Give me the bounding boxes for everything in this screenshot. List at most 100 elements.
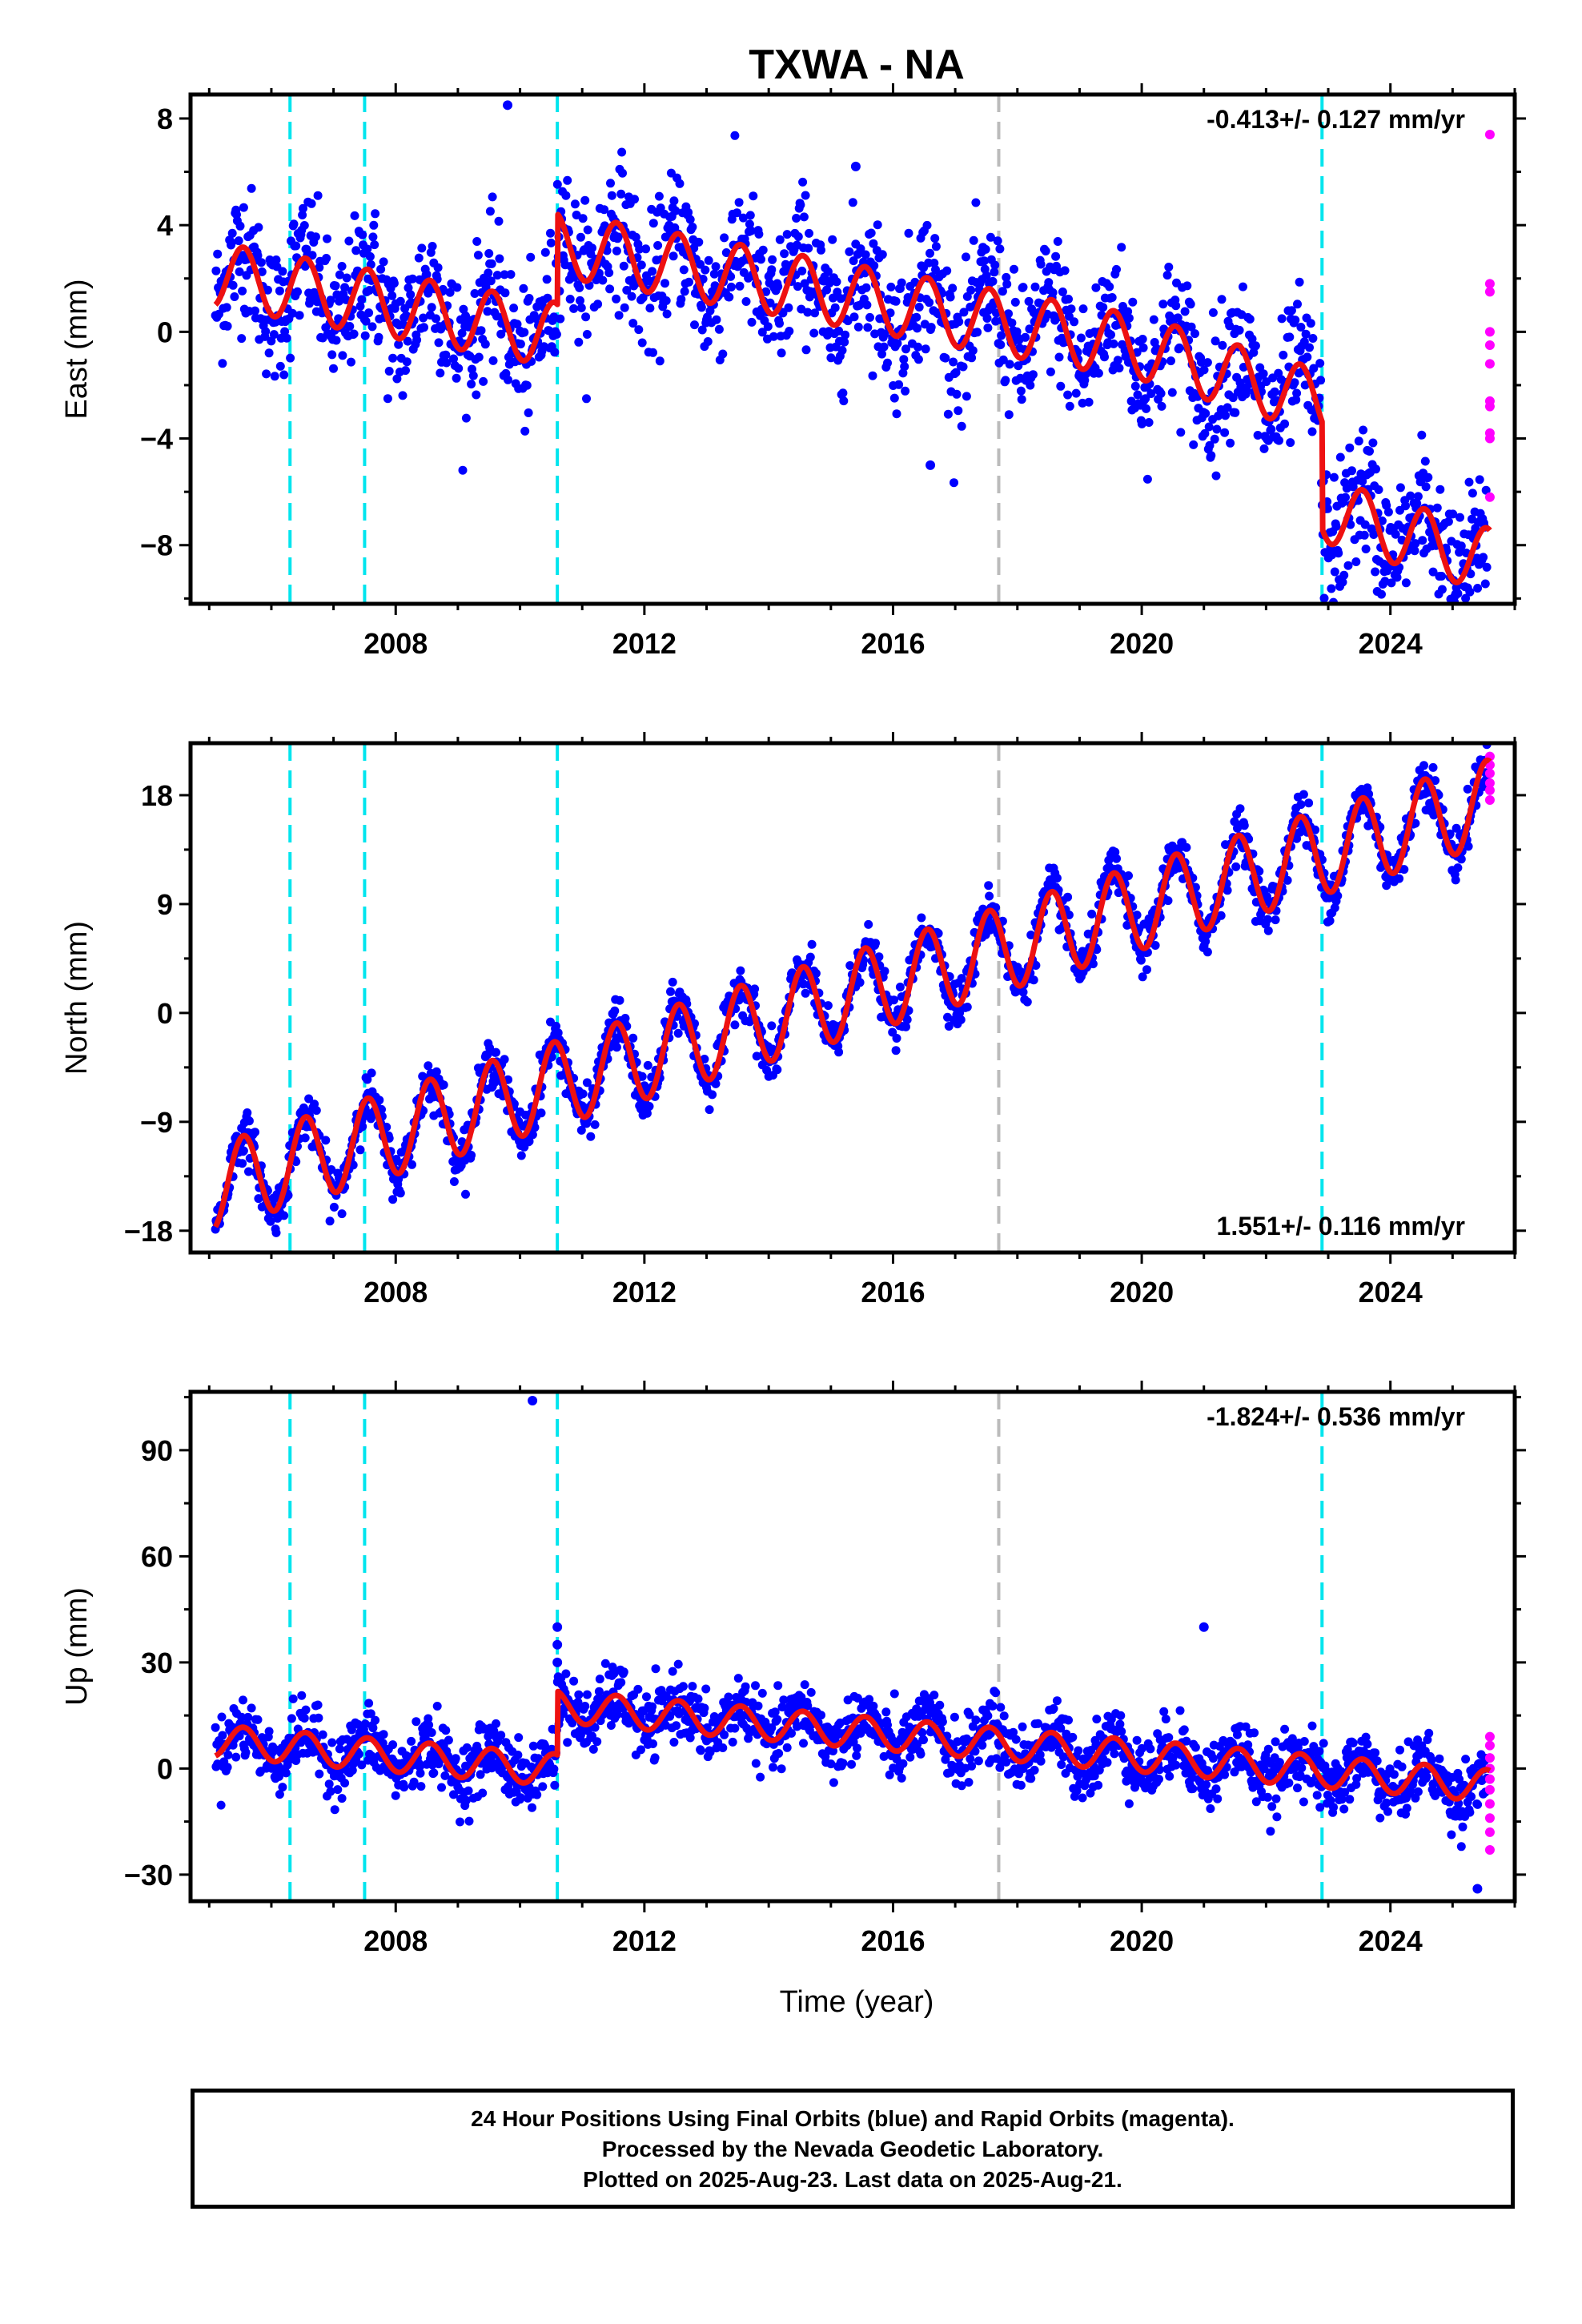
final-orbit-point — [432, 1067, 441, 1076]
final-orbit-point — [565, 295, 575, 304]
final-orbit-point — [877, 349, 886, 359]
final-orbit-point — [1423, 472, 1433, 482]
final-orbit-point — [1331, 521, 1341, 531]
final-orbit-point — [1048, 287, 1058, 297]
final-orbit-point — [998, 287, 1007, 296]
final-orbit-point — [580, 1702, 590, 1711]
final-orbit-point — [892, 409, 901, 419]
final-orbit-point — [708, 1090, 717, 1100]
y-tick-label: −4 — [140, 423, 173, 456]
final-orbit-point — [1203, 947, 1212, 957]
final-orbit-point — [247, 1703, 256, 1713]
final-orbit-point — [406, 290, 416, 300]
final-orbit-point — [412, 1717, 421, 1727]
final-orbit-point — [826, 353, 836, 363]
final-orbit-point — [1017, 395, 1026, 404]
final-orbit-point — [213, 249, 223, 259]
final-orbit-point — [1339, 570, 1349, 580]
final-orbit-point — [1453, 863, 1463, 873]
final-orbit-point — [757, 328, 767, 337]
final-orbit-point — [678, 1682, 688, 1691]
final-orbit-point — [1138, 343, 1148, 352]
final-orbit-point — [1022, 997, 1032, 1007]
final-orbit-point — [1391, 529, 1400, 539]
final-orbit-point — [614, 311, 624, 320]
final-orbit-point — [606, 179, 615, 188]
final-orbit-point — [930, 259, 939, 267]
final-orbit-point — [474, 352, 484, 362]
final-orbit-point — [1285, 332, 1295, 342]
final-orbit-point — [1018, 283, 1028, 292]
final-orbit-point — [392, 374, 402, 384]
final-orbit-point — [986, 232, 995, 242]
final-orbit-point — [1262, 377, 1271, 387]
final-orbit-point — [1036, 1756, 1046, 1766]
final-orbit-point — [877, 250, 887, 259]
final-orbit-point — [388, 353, 398, 363]
final-orbit-point — [470, 289, 480, 298]
final-orbit-point — [1124, 871, 1133, 880]
final-orbit-point — [711, 1079, 721, 1088]
final-orbit-point — [930, 234, 940, 243]
final-orbit-point — [753, 1701, 763, 1711]
final-orbit-point — [1212, 424, 1222, 434]
final-orbit-point — [898, 1759, 908, 1768]
final-orbit-point — [615, 995, 624, 1005]
final-orbit-point — [241, 1747, 251, 1757]
final-orbit-point — [1395, 874, 1404, 883]
final-orbit-point — [595, 1675, 604, 1684]
final-orbit-point — [512, 320, 522, 329]
final-orbit-point — [845, 247, 854, 256]
final-orbit-point — [1054, 352, 1064, 362]
final-orbit-point — [1171, 301, 1181, 311]
final-orbit-point — [964, 1778, 974, 1787]
final-orbit-point — [962, 1003, 972, 1011]
final-orbit-point — [745, 211, 755, 220]
final-orbit-point — [370, 240, 379, 250]
x-tick-label: 2012 — [612, 1276, 677, 1309]
final-orbit-point — [581, 312, 591, 322]
final-orbit-point — [407, 1736, 416, 1746]
final-orbit-point — [524, 1136, 534, 1146]
final-orbit-point — [371, 209, 380, 219]
final-orbit-point — [763, 322, 773, 332]
y-tick-label: 9 — [157, 888, 173, 921]
final-orbit-point — [1437, 572, 1447, 581]
final-orbit-point — [1204, 422, 1214, 432]
final-orbit-point — [358, 1122, 367, 1132]
final-orbit-point — [809, 328, 819, 338]
final-orbit-point — [1280, 419, 1290, 428]
final-orbit-point — [1360, 520, 1370, 529]
final-orbit-point — [1305, 343, 1314, 352]
final-orbit-point — [1351, 557, 1361, 566]
final-orbit-point — [1182, 281, 1192, 291]
final-orbit-point — [892, 1034, 901, 1043]
final-orbit-point — [951, 368, 961, 377]
final-orbit-point — [861, 250, 870, 259]
final-orbit-point — [1448, 509, 1458, 519]
final-orbit-point — [1124, 313, 1134, 323]
final-orbit-point — [267, 336, 276, 346]
final-orbit-point — [396, 296, 405, 306]
x-tick-label: 2024 — [1359, 1276, 1423, 1309]
final-orbit-point — [971, 198, 981, 207]
final-orbit-point — [669, 1738, 679, 1747]
final-orbit-point — [765, 298, 775, 308]
final-orbit-point — [995, 244, 1005, 254]
final-orbit-point — [1479, 553, 1488, 562]
final-orbit-point — [239, 1695, 247, 1705]
final-orbit-point — [576, 1125, 586, 1135]
final-orbit-point — [1303, 352, 1312, 362]
final-orbit-point — [962, 392, 971, 401]
final-orbit-point — [330, 1805, 339, 1815]
final-orbit-point — [1267, 424, 1276, 434]
final-orbit-point — [216, 1800, 226, 1810]
final-orbit-point — [1011, 1735, 1021, 1744]
final-orbit-point — [563, 1738, 572, 1747]
final-orbit-point — [488, 356, 498, 365]
final-orbit-point — [487, 259, 496, 268]
final-orbit-point — [313, 191, 323, 200]
final-orbit-point — [856, 244, 865, 254]
final-orbit-point — [1128, 297, 1138, 307]
final-orbit-point — [374, 332, 383, 342]
